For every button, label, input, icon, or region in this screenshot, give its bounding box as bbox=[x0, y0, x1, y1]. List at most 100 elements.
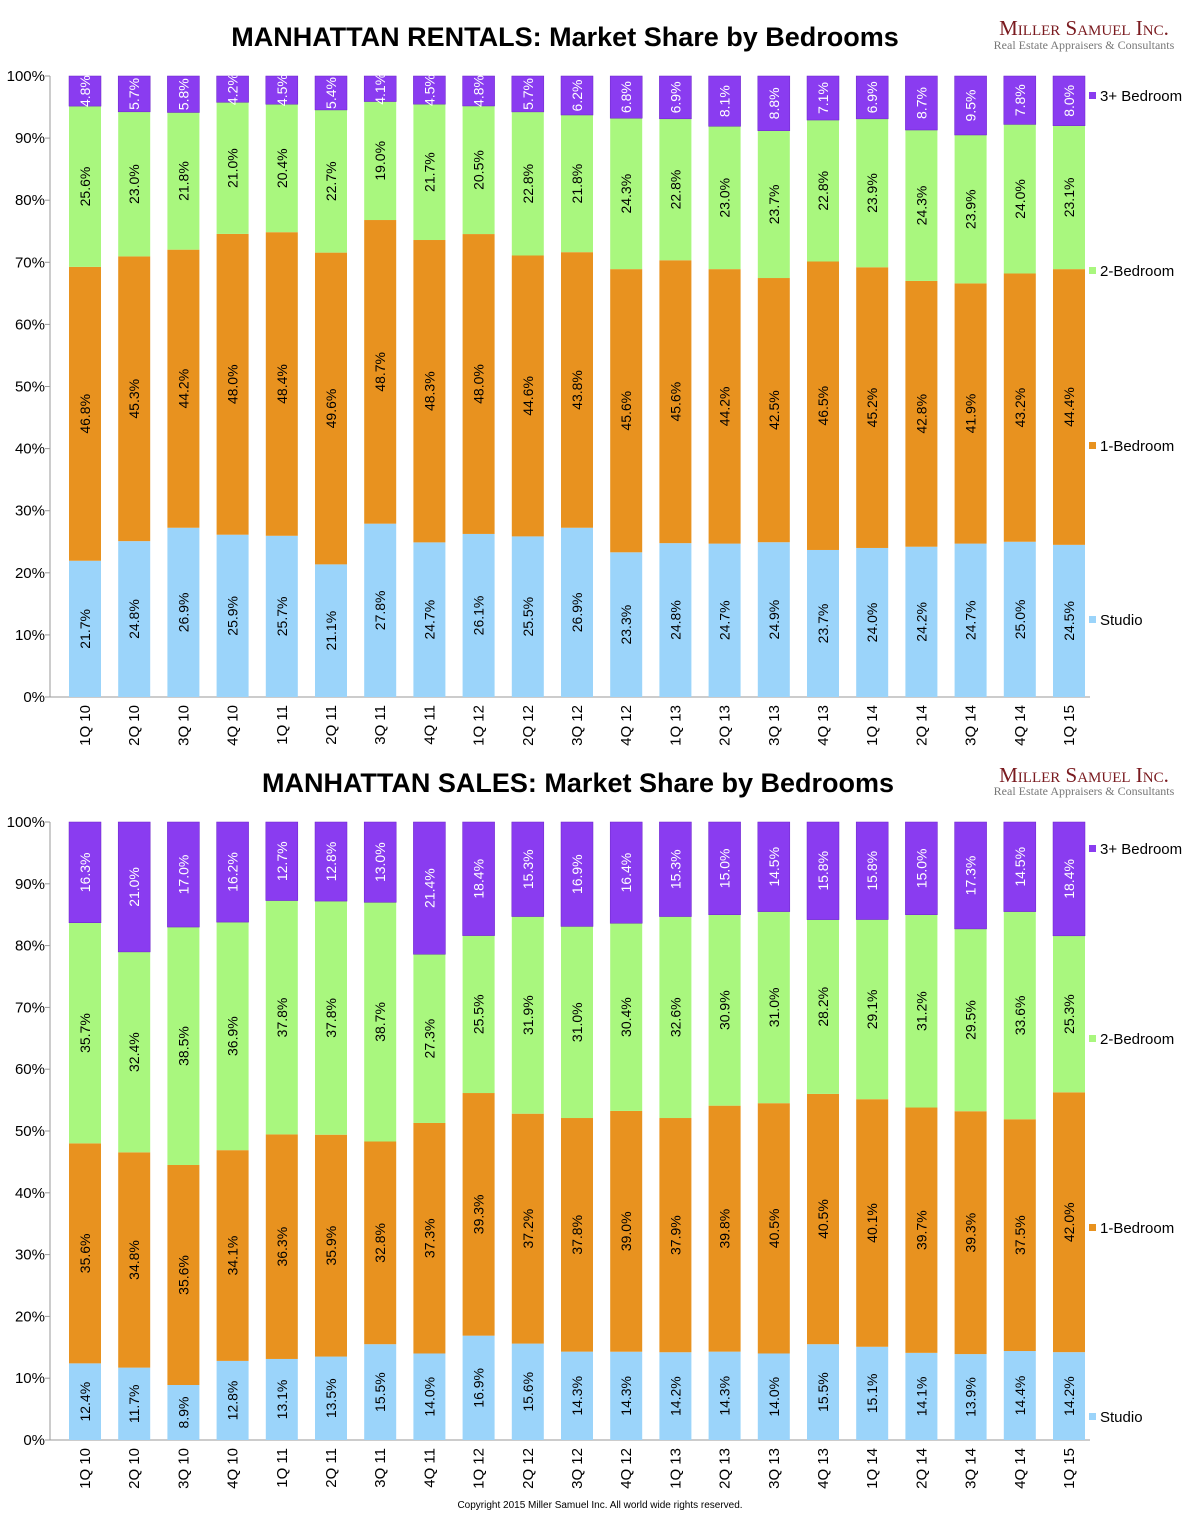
y-tick-label: 20% bbox=[15, 565, 45, 582]
y-tick-label: 100% bbox=[7, 68, 45, 85]
x-tick-label: 3Q 10 bbox=[175, 705, 192, 746]
y-tick-label: 50% bbox=[15, 1123, 45, 1140]
bar-segment-studio bbox=[856, 1346, 889, 1440]
bar-segment-studio bbox=[69, 1363, 101, 1440]
data-label: 23.3% bbox=[618, 605, 634, 645]
data-label: 24.8% bbox=[667, 600, 683, 640]
data-label: 15.5% bbox=[815, 1372, 831, 1412]
x-tick-label: 3Q 14 bbox=[963, 705, 980, 746]
bar-segment-2-bedroom bbox=[216, 102, 249, 234]
bar-segment-2-bedroom bbox=[905, 914, 938, 1108]
bar-segment-3-bedroom bbox=[560, 75, 594, 116]
bar-segment-3-bedroom bbox=[265, 75, 299, 105]
data-label: 31.0% bbox=[569, 1002, 585, 1042]
bar-segment-1-bedroom bbox=[413, 240, 446, 543]
y-tick-label: 10% bbox=[15, 1370, 45, 1387]
bar-segment-1-bedroom bbox=[462, 1093, 495, 1336]
bar-segment-studio bbox=[856, 547, 889, 697]
data-label: 38.7% bbox=[372, 1002, 388, 1042]
data-label: 16.9% bbox=[471, 1368, 487, 1408]
x-tick-label: 1Q 15 bbox=[1061, 1448, 1078, 1489]
x-tick-label: 2Q 14 bbox=[913, 705, 930, 746]
bar-segment-studio bbox=[1003, 1351, 1036, 1440]
data-label: 44.2% bbox=[175, 369, 191, 409]
data-label: 14.3% bbox=[569, 1376, 585, 1416]
bar-segment-2-bedroom bbox=[216, 922, 249, 1151]
x-tick-label: 4Q 13 bbox=[815, 1448, 832, 1489]
bar-segment-2-bedroom bbox=[757, 911, 790, 1104]
x-tick-label: 2Q 10 bbox=[126, 1448, 143, 1489]
data-label: 48.4% bbox=[274, 364, 290, 404]
data-label: 7.1% bbox=[815, 82, 831, 114]
data-label: 6.9% bbox=[864, 81, 880, 113]
data-label: 6.2% bbox=[569, 80, 585, 112]
data-label: 26.9% bbox=[175, 593, 191, 633]
data-label: 23.9% bbox=[864, 173, 880, 213]
x-tick-label: 1Q 15 bbox=[1061, 705, 1078, 746]
x-tick-label: 2Q 12 bbox=[520, 1448, 537, 1489]
bar-segment-3-bedroom bbox=[216, 821, 249, 923]
data-label: 9.5% bbox=[963, 90, 979, 122]
x-tick-label: 3Q 12 bbox=[569, 1448, 586, 1489]
data-label: 22.8% bbox=[520, 164, 536, 204]
bar-segment-studio bbox=[954, 1354, 987, 1440]
data-label: 11.7% bbox=[126, 1384, 142, 1423]
bar-segment-studio bbox=[462, 1335, 495, 1440]
bar-segment-2-bedroom bbox=[610, 923, 643, 1111]
data-label: 4.5% bbox=[274, 74, 290, 106]
data-label: 37.2% bbox=[520, 1209, 536, 1249]
bar-segment-studio bbox=[216, 534, 249, 697]
legend-swatch bbox=[1089, 1224, 1096, 1231]
data-label: 14.2% bbox=[667, 1376, 683, 1416]
data-label: 21.7% bbox=[77, 609, 93, 649]
logo-name: Miller Samuel Inc. bbox=[999, 763, 1169, 787]
bar-segment-2-bedroom bbox=[462, 935, 495, 1094]
y-tick-label: 50% bbox=[15, 379, 45, 396]
x-tick-label: 2Q 13 bbox=[717, 705, 734, 746]
bar-segment-1-bedroom bbox=[708, 269, 741, 544]
bar-segment-1-bedroom bbox=[265, 232, 298, 536]
x-tick-label: 2Q 11 bbox=[323, 1448, 340, 1488]
bar-segment-3-bedroom bbox=[609, 821, 643, 924]
bar-segment-3-bedroom bbox=[708, 75, 741, 127]
bar-segment-1-bedroom bbox=[856, 267, 889, 548]
bar-segment-2-bedroom bbox=[413, 954, 446, 1123]
y-tick-label: 0% bbox=[23, 689, 45, 706]
data-label: 34.1% bbox=[225, 1236, 241, 1276]
y-tick-label: 40% bbox=[15, 1185, 45, 1202]
data-label: 5.7% bbox=[520, 78, 536, 110]
copyright: Copyright 2015 Miller Samuel Inc. All wo… bbox=[457, 1500, 742, 1511]
bar-segment-studio bbox=[364, 523, 397, 697]
bar-segment-3-bedroom bbox=[68, 75, 102, 107]
bar-segment-3-bedroom bbox=[609, 75, 643, 119]
data-label: 28.2% bbox=[815, 987, 831, 1027]
bar-segment-studio bbox=[561, 1351, 593, 1440]
bar-segment-3-bedroom bbox=[413, 75, 446, 105]
data-label: 4.1% bbox=[372, 73, 388, 105]
bar-segment-1-bedroom bbox=[511, 255, 544, 537]
data-label: 35.6% bbox=[77, 1234, 93, 1274]
data-label: 21.8% bbox=[175, 161, 191, 201]
data-label: 38.5% bbox=[175, 1026, 191, 1066]
data-label: 21.8% bbox=[569, 164, 585, 204]
bar-segment-1-bedroom bbox=[511, 1113, 544, 1344]
bar-segment-3-bedroom bbox=[659, 821, 692, 917]
legend-swatch bbox=[1089, 1035, 1096, 1042]
data-label: 14.5% bbox=[1012, 847, 1028, 887]
rentals-chart: MANHATTAN RENTALS: Market Share by Bedro… bbox=[7, 16, 1183, 746]
data-label: 15.0% bbox=[913, 848, 929, 888]
bar-segment-2-bedroom bbox=[561, 926, 593, 1119]
y-tick-label: 80% bbox=[15, 192, 45, 209]
bar-segment-studio bbox=[561, 527, 593, 697]
bar-segment-2-bedroom bbox=[954, 928, 987, 1112]
data-label: 15.3% bbox=[667, 849, 683, 889]
data-label: 37.8% bbox=[569, 1215, 585, 1255]
legend-swatch bbox=[1089, 616, 1096, 623]
bar-segment-studio bbox=[708, 543, 741, 697]
bar-segment-3-bedroom bbox=[708, 821, 741, 915]
bar-segment-studio bbox=[118, 1367, 151, 1440]
bar-segment-studio bbox=[757, 542, 790, 697]
y-tick-label: 30% bbox=[15, 503, 45, 520]
bar-segment-studio bbox=[265, 535, 298, 697]
data-label: 37.8% bbox=[323, 998, 339, 1038]
